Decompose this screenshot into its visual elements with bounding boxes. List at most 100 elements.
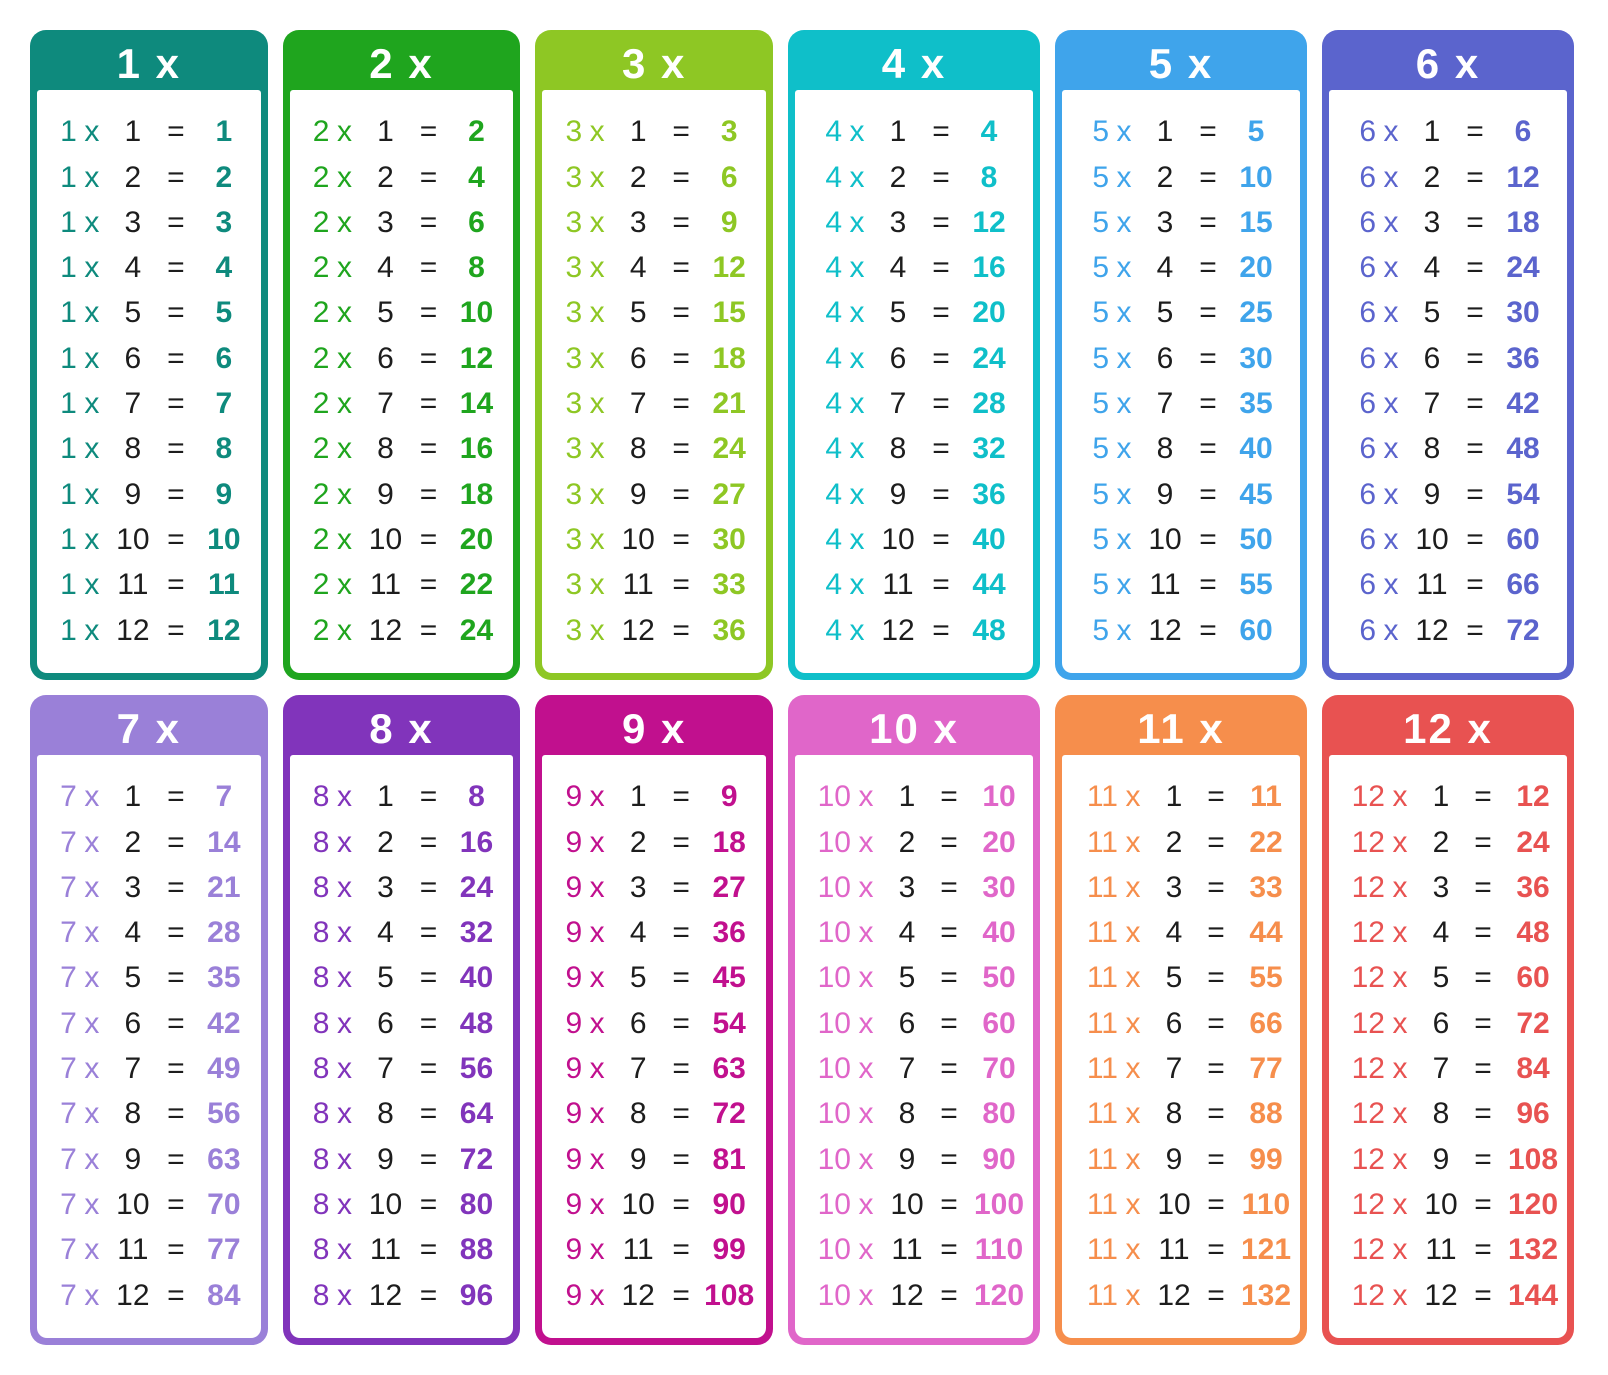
equation-row: 2 x 3 = 6 — [290, 205, 514, 239]
equation-multiplicand: 6 — [629, 1006, 647, 1040]
equals-symbol: = — [932, 387, 950, 421]
card-title: 11 x — [1137, 704, 1225, 752]
card-title: 8 x — [369, 704, 434, 752]
equation-product: 48 — [459, 1006, 494, 1040]
equation-row: 6 x 11 = 66 — [1329, 570, 1567, 600]
multiplication-card: 1 x 1 x 1 = 1 1 x 2 = 2 1 x 3 = 3 1 x 4 … — [30, 30, 268, 680]
equals-symbol: = — [1199, 387, 1217, 421]
equation-factor: 4 — [825, 160, 842, 194]
equation-factor: 1 — [60, 613, 77, 647]
equation-multiplicand: 12 — [368, 1278, 403, 1312]
equation-product: 15 — [712, 296, 746, 330]
equation-multiplicand: 12 — [621, 613, 655, 647]
equation-row: 6 x 10 = 60 — [1329, 524, 1567, 555]
times-symbol: x — [84, 341, 100, 375]
equation-multiplicand: 2 — [889, 160, 907, 194]
equation-factor: 11 — [1086, 780, 1118, 814]
equals-symbol: = — [672, 780, 690, 814]
equation-row: 11 x 8 = 88 — [1062, 1099, 1300, 1129]
equation-row: 11 x 12 = 132 — [1062, 1278, 1300, 1312]
equation-factor: 12 — [1351, 1233, 1385, 1267]
equals-symbol: = — [419, 961, 438, 995]
equation-factor: 11 — [1086, 1233, 1118, 1267]
equation-factor: 10 — [817, 780, 851, 814]
times-symbol: x — [1392, 1097, 1408, 1131]
equals-symbol: = — [167, 825, 185, 859]
times-symbol: x — [589, 160, 605, 194]
equation-product: 18 — [712, 825, 746, 859]
equation-multiplicand: 4 — [629, 916, 647, 950]
times-symbol: x — [1116, 432, 1132, 466]
equation-multiplicand: 8 — [1432, 1097, 1450, 1131]
equation-factor: 1 — [60, 115, 77, 149]
equation-factor: 8 — [312, 1142, 330, 1176]
equation-row: 12 x 10 = 120 — [1329, 1189, 1567, 1220]
equals-symbol: = — [1199, 613, 1217, 647]
equation-multiplicand: 4 — [1165, 916, 1183, 950]
times-symbol: x — [849, 296, 865, 330]
equation-factor: 6 — [1359, 477, 1376, 511]
equation-product: 30 — [1506, 296, 1540, 330]
equals-symbol: = — [419, 1233, 438, 1267]
equation-multiplicand: 4 — [377, 916, 394, 950]
times-symbol: x — [1383, 432, 1399, 466]
equation-factor: 3 — [565, 387, 583, 421]
card-header: 3 x — [542, 37, 766, 90]
equation-row: 5 x 4 = 20 — [1062, 253, 1300, 283]
equation-row: 8 x 10 = 80 — [290, 1187, 514, 1221]
equation-row: 8 x 12 = 96 — [290, 1278, 514, 1312]
equals-symbol: = — [672, 916, 690, 950]
equation-factor: 8 — [312, 1187, 330, 1221]
equation-factor: 11 — [1086, 916, 1118, 950]
equals-symbol: = — [419, 477, 438, 511]
equals-symbol: = — [672, 341, 690, 375]
equation-row: 4 x 12 = 48 — [795, 615, 1033, 646]
equation-row: 8 x 1 = 8 — [290, 782, 514, 812]
equals-symbol: = — [419, 916, 438, 950]
times-symbol: x — [1125, 825, 1141, 859]
times-symbol: x — [589, 1142, 605, 1176]
equation-multiplicand: 3 — [898, 870, 916, 904]
equation-row: 9 x 7 = 63 — [542, 1054, 766, 1084]
equals-symbol: = — [167, 780, 185, 814]
equation-factor: 1 — [60, 477, 77, 511]
equals-symbol: = — [1466, 613, 1484, 647]
equation-multiplicand: 6 — [124, 1006, 142, 1040]
equation-row: 3 x 6 = 18 — [542, 341, 766, 375]
equation-factor: 2 — [312, 477, 330, 511]
equals-symbol: = — [1466, 387, 1484, 421]
times-symbol: x — [84, 205, 100, 239]
equation-row: 6 x 3 = 18 — [1329, 207, 1567, 238]
equals-symbol: = — [1474, 780, 1492, 814]
equation-product: 30 — [1239, 341, 1273, 375]
equation-factor: 2 — [312, 296, 330, 330]
equation-row: 6 x 9 = 54 — [1329, 477, 1567, 511]
times-symbol: x — [858, 1233, 874, 1267]
equation-factor: 1 — [60, 387, 77, 421]
equation-row: 4 x 2 = 8 — [795, 160, 1033, 194]
equation-multiplicand: 11 — [369, 568, 402, 602]
equation-product: 108 — [704, 1278, 755, 1312]
equals-symbol: = — [1474, 870, 1492, 904]
equation-row: 9 x 1 = 9 — [542, 782, 766, 812]
equation-product: 24 — [459, 613, 494, 647]
equation-multiplicand: 6 — [1156, 341, 1174, 375]
equals-symbol: = — [419, 115, 438, 149]
equation-factor: 8 — [312, 1233, 330, 1267]
equals-symbol: = — [672, 432, 690, 466]
card-header: 11 x — [1062, 702, 1300, 755]
equation-multiplicand: 9 — [1165, 1142, 1183, 1176]
equation-row: 9 x 12 = 108 — [542, 1278, 766, 1312]
equation-multiplicand: 12 — [1157, 1278, 1191, 1312]
equation-product: 10 — [207, 522, 241, 556]
multiplication-card: 9 x 9 x 1 = 9 9 x 2 = 18 9 x 3 = 27 9 x … — [535, 695, 773, 1345]
equation-multiplicand: 1 — [629, 780, 647, 814]
times-symbol: x — [336, 205, 352, 239]
times-symbol: x — [84, 432, 100, 466]
equation-multiplicand: 7 — [898, 1052, 916, 1086]
equation-row: 1 x 3 = 3 — [37, 205, 261, 239]
equation-multiplicand: 11 — [1149, 568, 1181, 602]
equals-symbol: = — [419, 568, 438, 602]
equals-symbol: = — [940, 1097, 958, 1131]
equation-row: 4 x 5 = 20 — [795, 298, 1033, 328]
